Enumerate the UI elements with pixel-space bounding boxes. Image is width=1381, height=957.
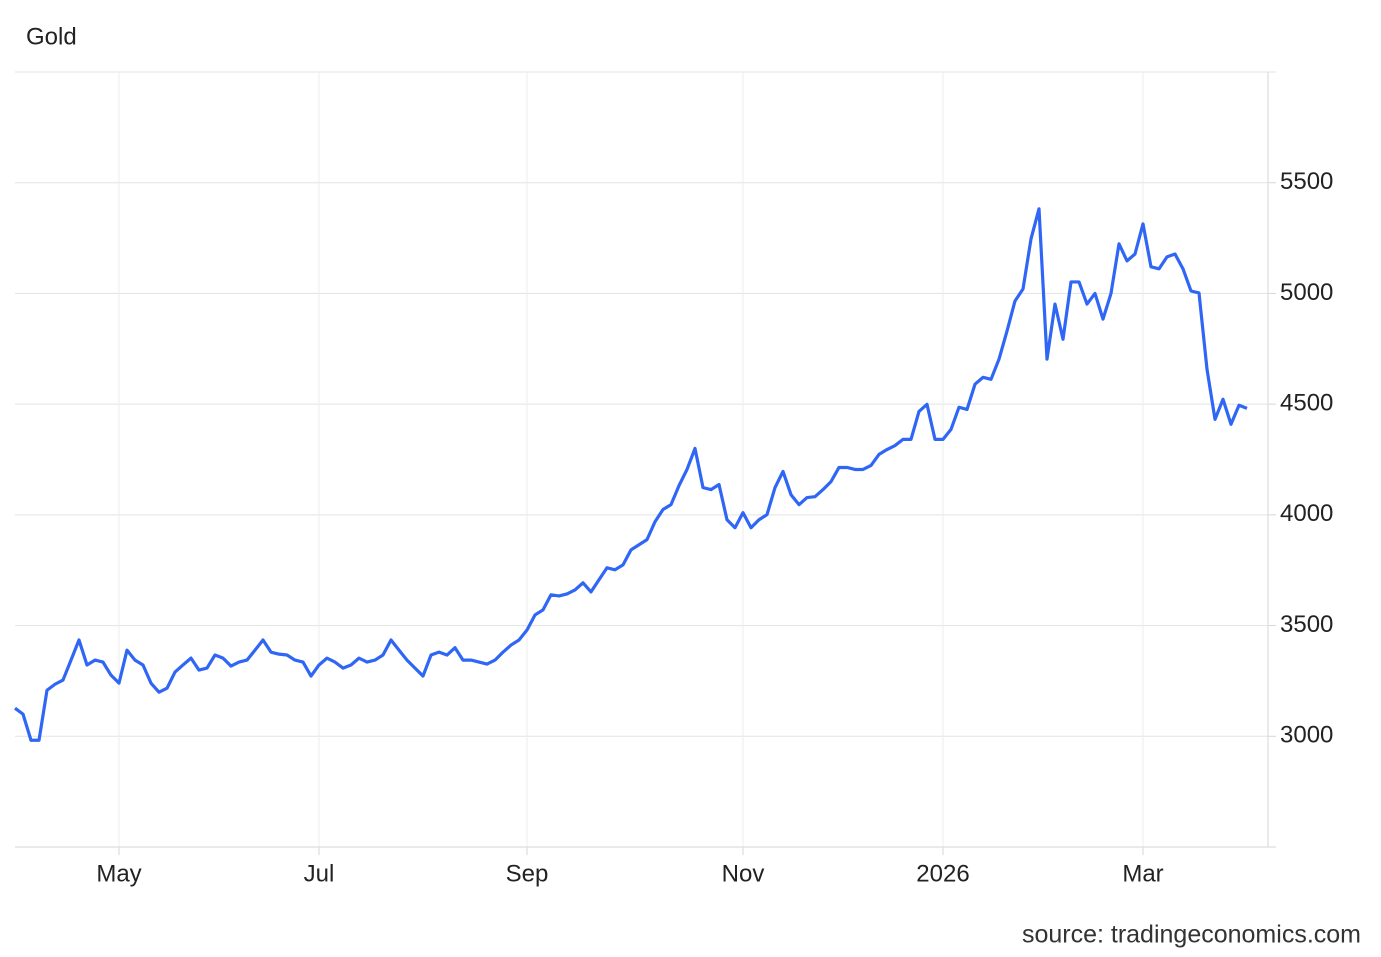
price-line bbox=[14, 207, 1248, 742]
x-tick-label: May bbox=[96, 860, 141, 887]
y-tick-label: 4000 bbox=[1280, 500, 1333, 527]
y-tick-label: 5500 bbox=[1280, 168, 1333, 195]
x-tick-label: Mar bbox=[1122, 860, 1163, 887]
y-tick-label: 5000 bbox=[1280, 279, 1333, 306]
x-tick-label: 2026 bbox=[916, 860, 969, 887]
x-tick-label: Jul bbox=[304, 860, 335, 887]
source-note: source: tradingeconomics.com bbox=[1022, 921, 1361, 949]
chart-title: Gold bbox=[26, 23, 77, 50]
y-tick-label: 3000 bbox=[1280, 722, 1333, 749]
x-tick-label: Sep bbox=[506, 860, 549, 887]
y-tick-label: 3500 bbox=[1280, 611, 1333, 638]
x-tick-label: Nov bbox=[722, 860, 765, 887]
y-tick-label: 4500 bbox=[1280, 389, 1333, 416]
